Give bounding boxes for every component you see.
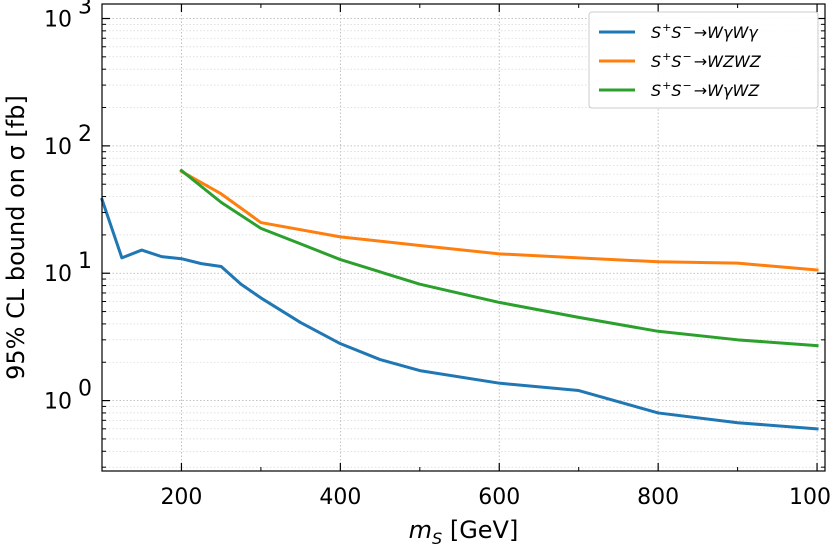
x-tick-label: 600 [478,485,520,510]
y-tick-label: 10 [44,262,72,287]
legend-box [588,11,819,109]
x-tick-label: 1000 [789,485,830,510]
y-tick-exponent: 1 [78,249,92,274]
legend-entry-label: S+S− →WγWγ [651,21,759,42]
legend: S+S− →WγWγ S+S− →WZWZ S+S− →WγWZ [588,11,819,109]
y-axis-label: 95% CL bound on σ [fb] [2,95,30,380]
legend-entry-label: S+S− →WZWZ [651,50,762,71]
series-group [100,168,819,431]
series-line-2 [179,169,819,272]
x-axis-label: mS [GeV] [409,516,519,548]
y-tick-label: 10 [44,8,72,33]
x-tick-label: 200 [160,485,202,510]
legend-entry-label: S+S− →WγWZ [651,79,760,100]
y-tick-exponent: 0 [78,377,92,402]
x-tick-label: 800 [637,485,679,510]
y-tick-exponent: 2 [78,122,92,147]
grid [102,4,825,471]
series-line-3 [179,168,819,348]
y-tick-label: 10 [44,135,72,160]
y-tick-exponent: 3 [78,0,92,20]
ticks: 2004006008001000100101102103 [44,0,830,510]
x-tick-label: 400 [319,485,361,510]
plot-frame [101,3,826,472]
series-line-1 [100,197,819,431]
y-tick-label: 10 [44,390,72,415]
